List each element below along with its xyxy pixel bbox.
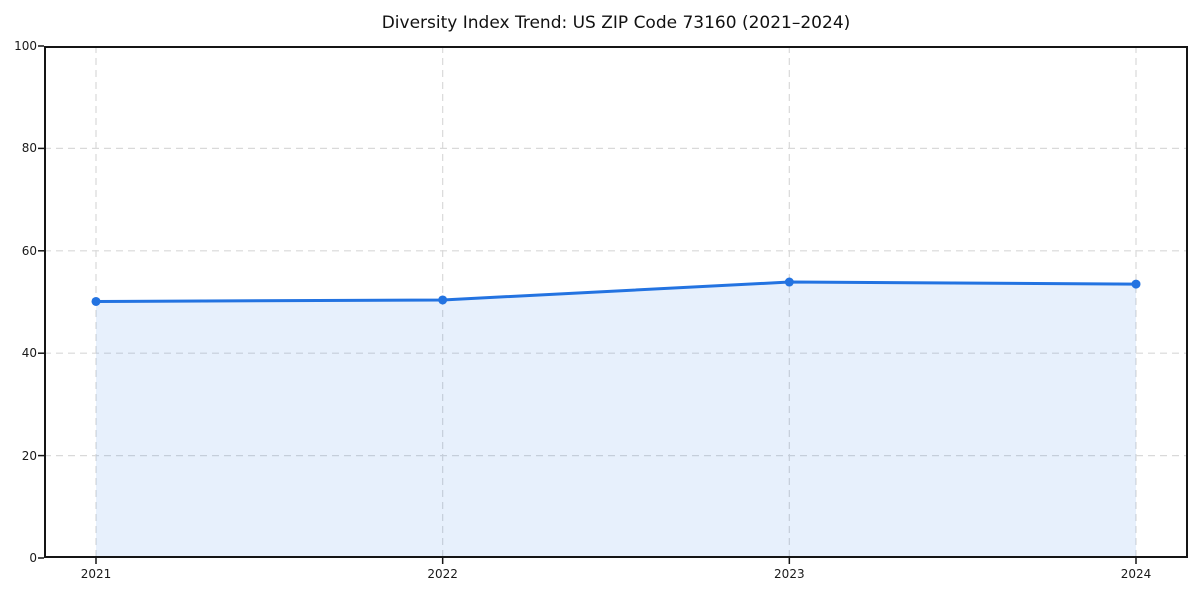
x-tick-label: 2024 [1120, 567, 1152, 581]
data-line [94, 280, 1138, 303]
y-tick-label: 20 [21, 448, 37, 463]
chart-title: Diversity Index Trend: US ZIP Code 73160… [381, 13, 851, 33]
y-tick-label: 80 [21, 141, 37, 156]
x-tick-label: 2023 [774, 567, 805, 581]
plot-area [38, 45, 1188, 564]
y-tick-label: 0 [29, 551, 37, 565]
y-tick-label: 100 [14, 39, 37, 53]
data-point-marker [91, 296, 101, 306]
data-point-marker [784, 277, 794, 287]
line-area-chart [38, 45, 1188, 564]
y-tick-label: 60 [21, 243, 37, 258]
area-fill [96, 282, 1136, 558]
x-tick-label: 2022 [427, 567, 458, 581]
data-point-marker [1131, 279, 1141, 289]
x-tick-label: 2021 [80, 567, 112, 581]
data-point-marker [438, 295, 448, 305]
y-tick-label: 40 [21, 346, 37, 361]
axes-spines [44, 46, 1188, 558]
